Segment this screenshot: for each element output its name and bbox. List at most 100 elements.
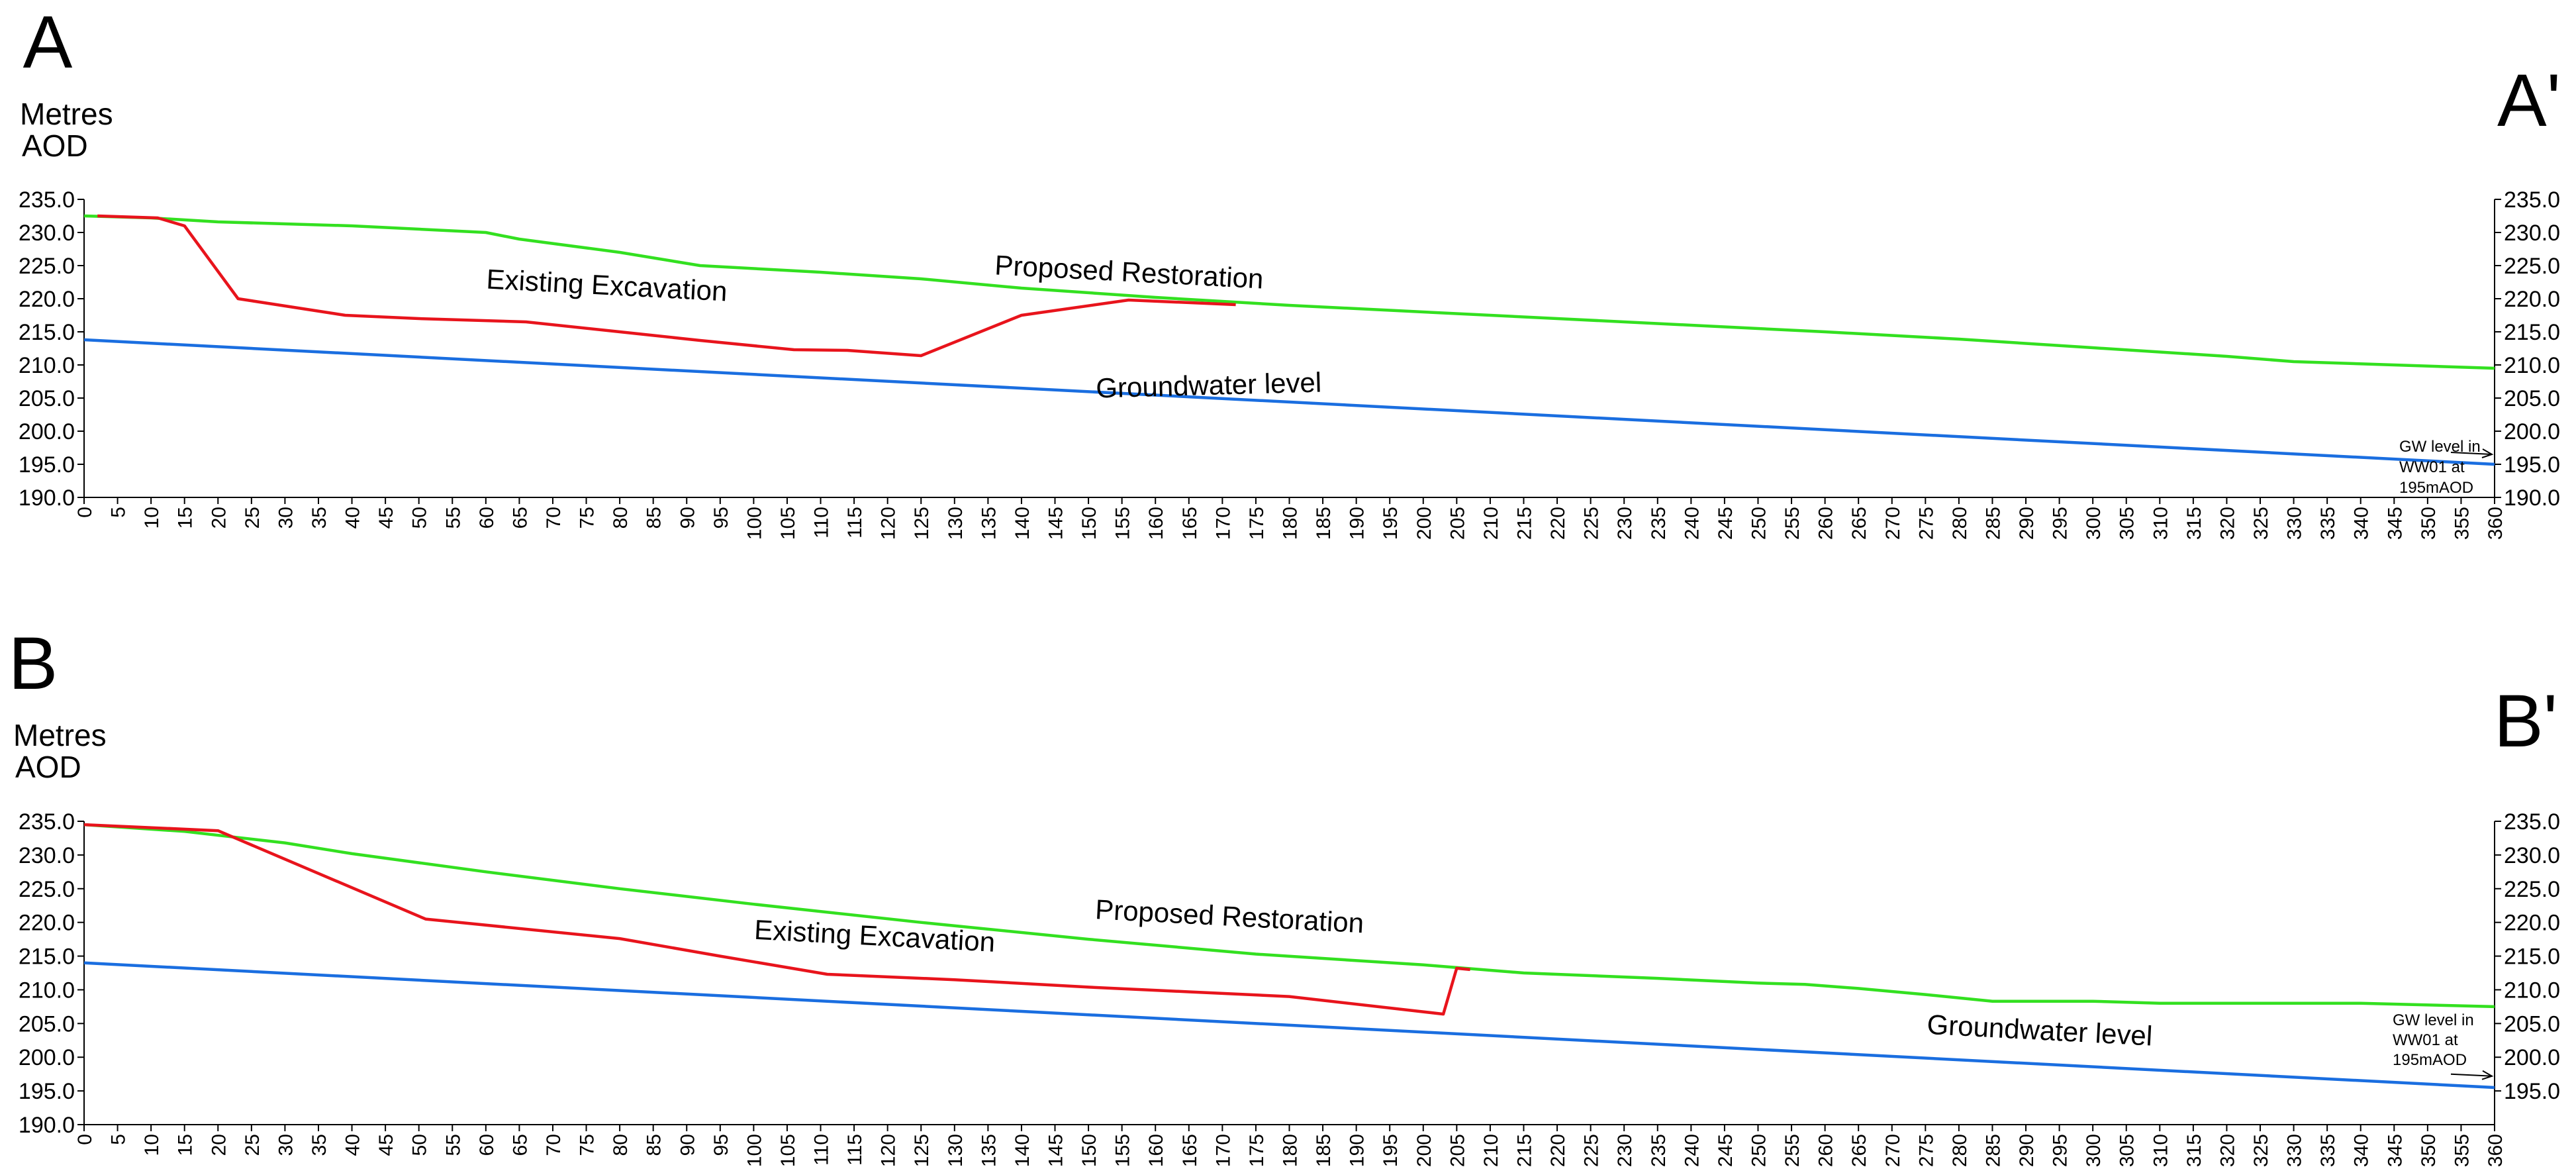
x-tick-label: 50	[409, 1134, 431, 1156]
x-tick-label: 115	[844, 1134, 866, 1166]
x-tick-label: 20	[208, 507, 230, 529]
x-tick-label: 170	[1212, 507, 1234, 540]
x-tick-label: 135	[978, 1134, 1000, 1167]
x-tick-label: 55	[442, 507, 464, 529]
x-tick-label: 10	[141, 1134, 163, 1156]
gw-note-text: GW level in	[2393, 1011, 2474, 1029]
section-end-label: A'	[2497, 59, 2561, 142]
x-tick-label: 270	[1882, 1134, 1904, 1167]
x-tick-label: 305	[2117, 1134, 2138, 1167]
y-tick-label: 225.0	[19, 877, 75, 902]
x-tick-label: 15	[175, 1134, 197, 1156]
x-tick-label: 185	[1313, 1134, 1335, 1167]
x-tick-label: 65	[509, 1134, 531, 1156]
x-tick-label: 260	[1815, 1134, 1837, 1167]
gw-note-text: WW01 at	[2393, 1031, 2458, 1049]
y-tick-label: 235.0	[19, 187, 75, 213]
x-tick-label: 215	[1513, 507, 1535, 540]
gw-note-arrowhead	[2481, 1070, 2494, 1080]
series-label: Groundwater level	[1096, 367, 1322, 404]
x-tick-label: 105	[777, 507, 799, 540]
x-tick-label: 145	[1045, 507, 1067, 540]
x-tick-label: 215	[1513, 1134, 1535, 1167]
series-line-proposed-restoration	[83, 823, 2495, 1009]
y-tick-label-right: 230.0	[2504, 221, 2560, 246]
y-tick-label: 205.0	[19, 386, 75, 411]
x-tick-label: 140	[1012, 1134, 1033, 1167]
y-tick-label: 195.0	[19, 452, 75, 478]
x-tick-label: 360	[2485, 507, 2506, 540]
x-tick-label: 235	[1648, 1134, 1670, 1167]
x-tick-label: 250	[1748, 507, 1770, 540]
x-tick-label: 175	[1246, 1134, 1268, 1167]
x-tick-label: 290	[2016, 507, 2038, 540]
y-axis-label: Metres	[13, 718, 107, 752]
x-tick-label: 90	[677, 507, 698, 529]
x-tick-label: 245	[1715, 507, 1737, 540]
section-start-label: A	[23, 1, 73, 83]
gw-note-text: WW01 at	[2399, 458, 2465, 476]
x-tick-label: 285	[1982, 507, 2004, 540]
x-tick-label: 325	[2250, 507, 2272, 540]
x-tick-label: 50	[409, 507, 431, 529]
x-tick-label: 295	[2050, 1134, 2072, 1167]
x-tick-label: 180	[1280, 507, 1302, 540]
y-axis-label: Metres	[20, 97, 113, 131]
x-tick-label: 120	[878, 507, 900, 540]
section-start-label: B	[9, 622, 58, 705]
x-tick-label: 250	[1748, 1134, 1770, 1167]
x-tick-label: 230	[1614, 507, 1636, 540]
x-tick-label: 260	[1815, 507, 1837, 540]
x-tick-label: 180	[1280, 1134, 1302, 1167]
x-tick-label: 315	[2183, 1134, 2205, 1167]
x-tick-label: 55	[442, 1134, 464, 1156]
x-tick-label: 275	[1915, 507, 1937, 540]
x-tick-label: 220	[1547, 507, 1569, 540]
y-tick-label: 210.0	[19, 978, 75, 1003]
x-tick-label: 220	[1547, 1134, 1569, 1167]
x-tick-label: 315	[2183, 507, 2205, 540]
x-tick-label: 240	[1681, 507, 1703, 540]
x-tick-label: 160	[1145, 1134, 1167, 1167]
y-tick-label: 200.0	[19, 419, 75, 444]
x-tick-label: 140	[1012, 507, 1033, 540]
x-tick-label: 5	[108, 507, 130, 518]
gw-note-arrow	[2450, 1073, 2493, 1077]
series-line-existing-excavation	[97, 214, 1236, 358]
x-tick-label: 270	[1882, 507, 1904, 540]
x-tick-label: 70	[543, 507, 565, 529]
series-label: Proposed Restoration	[1094, 893, 1364, 939]
x-tick-label: 145	[1045, 1134, 1067, 1167]
y-tick-label-right: 210.0	[2504, 353, 2560, 378]
x-tick-label: 225	[1581, 507, 1603, 540]
x-tick-label: 350	[2418, 507, 2440, 540]
x-tick-label: 255	[1782, 1134, 1803, 1167]
x-tick-label: 230	[1614, 1134, 1636, 1167]
y-tick-label: 205.0	[19, 1011, 75, 1037]
x-tick-label: 150	[1078, 507, 1100, 540]
y-tick-label: 215.0	[19, 944, 75, 970]
x-tick-label: 15	[175, 507, 197, 529]
x-tick-label: 170	[1212, 1134, 1234, 1167]
x-tick-label: 200	[1413, 507, 1435, 540]
x-tick-label: 45	[375, 1134, 397, 1156]
x-tick-label: 65	[509, 507, 531, 529]
x-tick-label: 60	[476, 1134, 498, 1156]
y-tick-label: 220.0	[19, 287, 75, 312]
x-tick-label: 165	[1179, 507, 1201, 540]
y-tick-label-right: 200.0	[2504, 1045, 2560, 1070]
y-tick-label-right: 195.0	[2504, 452, 2560, 478]
y-tick-label-right: 205.0	[2504, 1011, 2560, 1037]
x-tick-label: 160	[1145, 507, 1167, 540]
x-tick-label: 190	[1347, 507, 1368, 540]
x-tick-label: 340	[2351, 507, 2373, 540]
x-tick-label: 45	[375, 507, 397, 529]
x-tick-label: 285	[1982, 1134, 2004, 1167]
y-tick-label: 230.0	[19, 843, 75, 868]
y-tick-label-right: 220.0	[2504, 911, 2560, 936]
x-tick-label: 10	[141, 507, 163, 529]
x-tick-label: 320	[2217, 1134, 2238, 1167]
x-tick-label: 265	[1848, 1134, 1870, 1167]
